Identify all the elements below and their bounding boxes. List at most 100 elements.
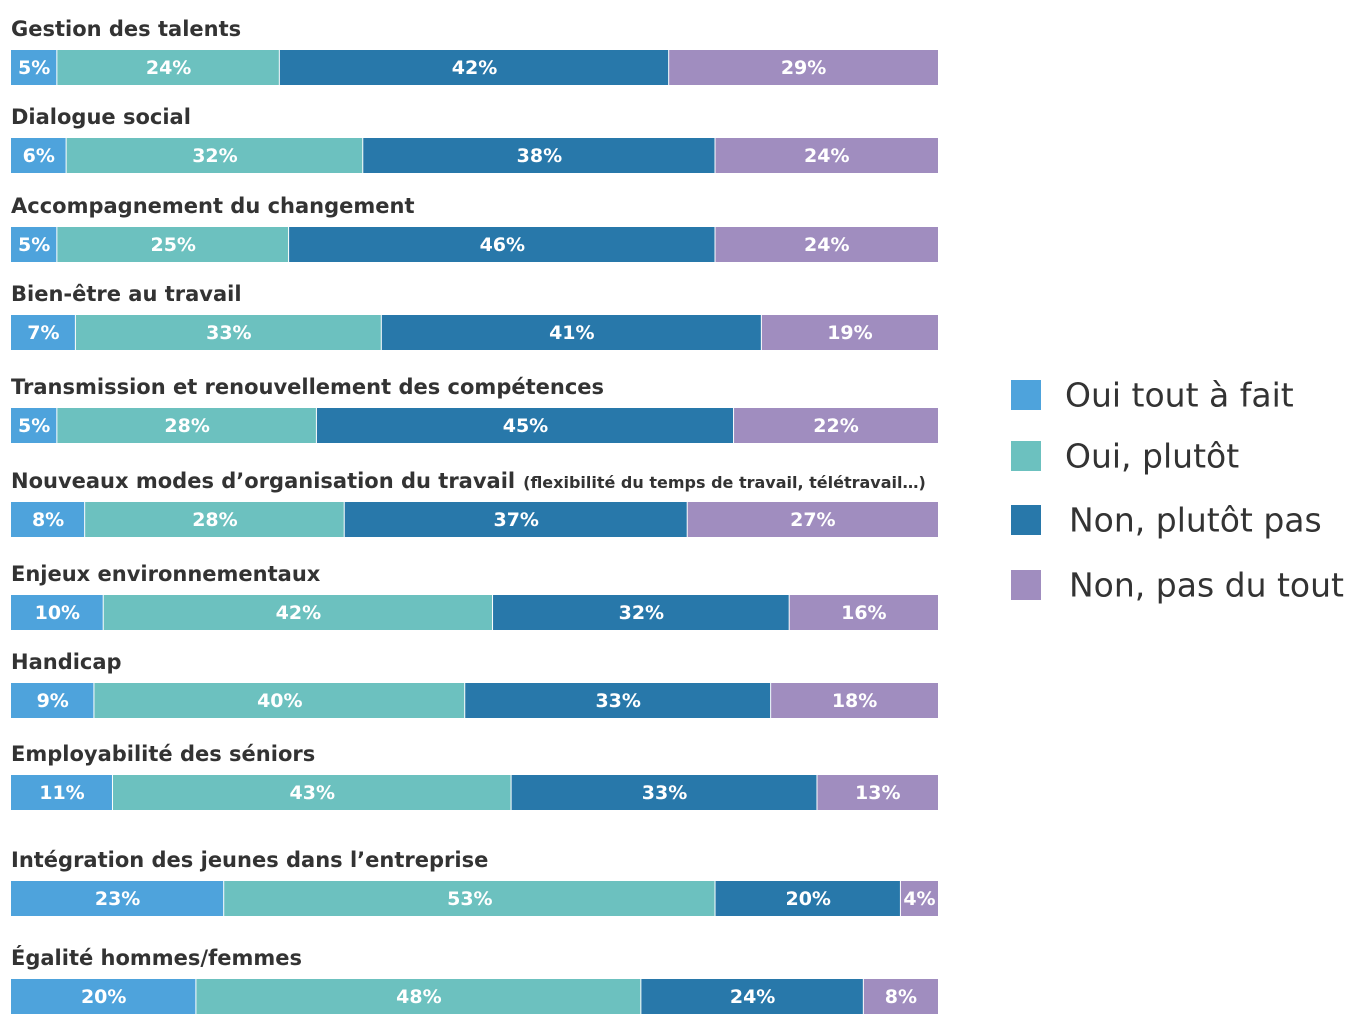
value-label: 19% xyxy=(827,322,872,344)
category-label: Transmission et renouvellement des compé… xyxy=(11,375,604,399)
category-label: Gestion des talents xyxy=(11,17,241,41)
bar-segment xyxy=(687,502,938,537)
category-name: Bien-être au travail xyxy=(11,282,242,306)
category-label: Dialogue social xyxy=(11,105,191,129)
value-label: 20% xyxy=(81,986,126,1008)
value-label: 18% xyxy=(832,690,877,712)
bar-segment xyxy=(900,881,938,916)
bar-segment xyxy=(11,502,85,537)
category-name: Égalité hommes/femmes xyxy=(11,945,302,970)
bar-segment xyxy=(66,138,363,173)
category-name: Gestion des talents xyxy=(11,17,241,41)
category-label: Employabilité des séniors xyxy=(11,742,315,766)
value-label: 7% xyxy=(27,322,59,344)
bar-segment xyxy=(57,50,279,85)
legend-swatch xyxy=(1011,441,1041,471)
legend-label: Oui tout à fait xyxy=(1065,376,1294,415)
bar-segment xyxy=(789,595,938,630)
value-label: 8% xyxy=(32,509,64,531)
bar-segment xyxy=(224,881,715,916)
legend-swatch xyxy=(1011,505,1041,535)
bar-segment xyxy=(75,315,381,350)
value-label: 9% xyxy=(37,690,69,712)
value-label: 5% xyxy=(18,415,50,437)
value-label: 33% xyxy=(206,322,251,344)
value-label: 32% xyxy=(192,145,237,167)
value-label: 28% xyxy=(164,415,209,437)
bar-segment xyxy=(465,683,771,718)
legend-label: Oui, plutôt xyxy=(1065,437,1239,476)
category-name: Accompagnement du changement xyxy=(11,194,415,218)
bar-segment xyxy=(94,683,465,718)
category-name: Employabilité des séniors xyxy=(11,742,315,766)
value-label: 8% xyxy=(885,986,917,1008)
bar-segment xyxy=(11,138,66,173)
bar-segment xyxy=(289,227,715,262)
legend-swatch xyxy=(1011,570,1041,600)
bar-segment xyxy=(196,979,641,1014)
bar-segment xyxy=(11,881,224,916)
value-label: 42% xyxy=(276,602,321,624)
bar-segment xyxy=(57,408,316,443)
value-label: 5% xyxy=(18,57,50,79)
category-name: Nouveaux modes d’organisation du travail xyxy=(11,469,515,493)
value-label: 45% xyxy=(503,415,548,437)
value-label: 48% xyxy=(396,986,441,1008)
bar-segment xyxy=(11,408,57,443)
value-label: 28% xyxy=(192,509,237,531)
value-label: 4% xyxy=(903,888,935,910)
value-label: 6% xyxy=(23,145,55,167)
category-label: Égalité hommes/femmes xyxy=(11,945,302,970)
bar-segment xyxy=(11,227,57,262)
value-label: 46% xyxy=(480,234,525,256)
bar-segment xyxy=(85,502,344,537)
bar-segment xyxy=(761,315,938,350)
value-label: 24% xyxy=(146,57,191,79)
legend-label: Non, pas du tout xyxy=(1069,566,1344,605)
bar-segment xyxy=(715,227,938,262)
value-label: 41% xyxy=(549,322,594,344)
value-label: 53% xyxy=(447,888,492,910)
category-name: Transmission et renouvellement des compé… xyxy=(11,375,604,399)
value-label: 42% xyxy=(452,57,497,79)
value-label: 29% xyxy=(781,57,826,79)
bar-segment xyxy=(771,683,938,718)
category-name: Handicap xyxy=(11,650,122,674)
value-label: 24% xyxy=(804,145,849,167)
bar-segment xyxy=(493,595,789,630)
bar-segment xyxy=(641,979,863,1014)
category-label: Bien-être au travail xyxy=(11,282,242,306)
category-name: Enjeux environnementaux xyxy=(11,562,321,586)
value-label: 20% xyxy=(785,888,830,910)
bar-segment xyxy=(112,775,511,810)
bar-segment xyxy=(57,227,289,262)
bar-segment xyxy=(715,881,900,916)
bar-segment xyxy=(279,50,669,85)
bar-segment xyxy=(669,50,938,85)
value-label: 10% xyxy=(35,602,80,624)
category-label: Handicap xyxy=(11,650,122,674)
value-label: 33% xyxy=(595,690,640,712)
legend-label: Non, plutôt pas xyxy=(1069,501,1322,540)
category-name: Dialogue social xyxy=(11,105,191,129)
category-label: Intégration des jeunes dans l’entreprise xyxy=(11,848,488,872)
value-label: 24% xyxy=(730,986,775,1008)
value-label: 11% xyxy=(39,782,84,804)
bar-segment xyxy=(344,502,687,537)
value-label: 33% xyxy=(642,782,687,804)
value-label: 24% xyxy=(804,234,849,256)
bar-segment xyxy=(11,315,75,350)
bar-segment xyxy=(11,595,103,630)
category-label: Nouveaux modes d’organisation du travail… xyxy=(11,469,926,493)
bar-segment xyxy=(103,595,493,630)
category-label: Accompagnement du changement xyxy=(11,194,415,218)
bar-segment xyxy=(11,50,57,85)
bar-segment xyxy=(381,315,761,350)
value-label: 43% xyxy=(290,782,335,804)
value-label: 38% xyxy=(517,145,562,167)
value-label: 25% xyxy=(150,234,195,256)
bar-segment xyxy=(363,138,715,173)
value-label: 13% xyxy=(855,782,900,804)
value-label: 22% xyxy=(813,415,858,437)
value-label: 32% xyxy=(619,602,664,624)
